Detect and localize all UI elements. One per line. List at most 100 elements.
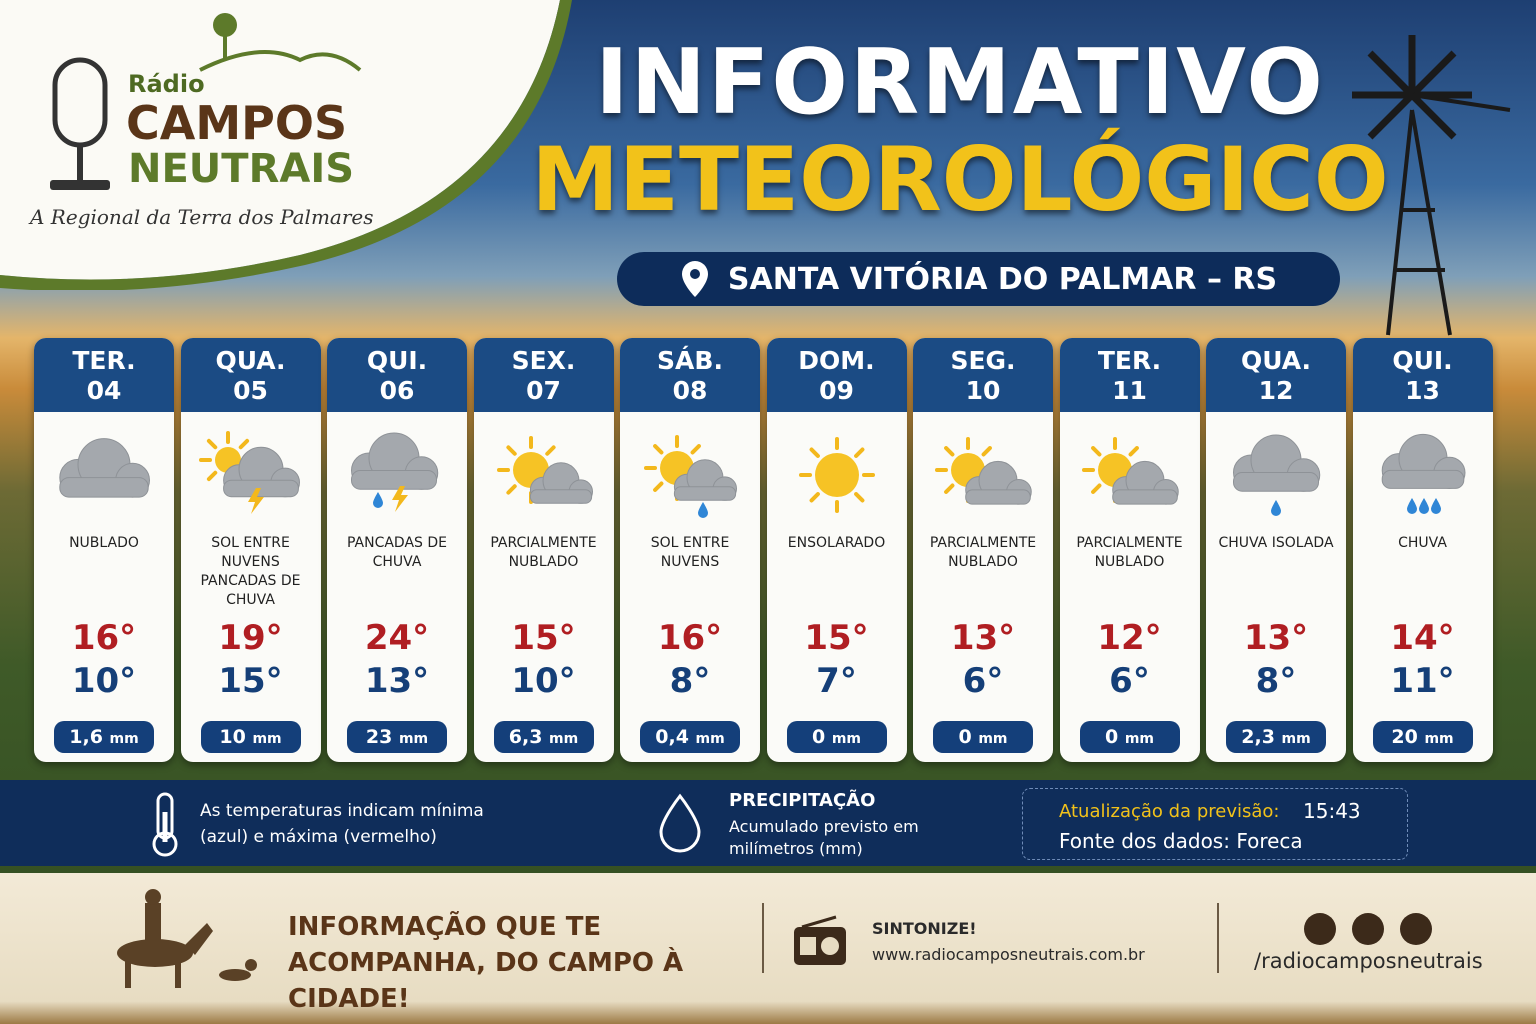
day: QUA. bbox=[215, 346, 286, 375]
title-line2: METEOROLÓGICO bbox=[531, 128, 1389, 231]
cloud bbox=[222, 446, 300, 498]
weather-icon bbox=[198, 431, 300, 514]
weather-icon bbox=[1233, 434, 1321, 516]
slogan: INFORMAÇÃO QUE TE ACOMPANHA, DO CAMPO À … bbox=[288, 912, 684, 1014]
card-header: TER. 04 bbox=[34, 338, 174, 412]
legend-band: As temperaturas indicam mínima (azul) e … bbox=[0, 780, 1536, 866]
date: 05 bbox=[233, 376, 268, 405]
precip: 0,4 bbox=[655, 726, 689, 748]
card-header: SÁB. 08 bbox=[620, 338, 760, 412]
cloud bbox=[351, 432, 439, 490]
condition: CHUVA bbox=[1398, 535, 1447, 551]
precip-unit: mm bbox=[252, 731, 282, 747]
social: /radiocamposneutrais bbox=[1254, 949, 1483, 973]
min-temp: 10° bbox=[511, 661, 576, 701]
logo-small: Rádio bbox=[128, 70, 205, 98]
day: QUI. bbox=[366, 346, 428, 375]
bolt bbox=[247, 488, 264, 514]
condition: PARCIALMENTE NUBLADO bbox=[929, 535, 1037, 570]
condition: ENSOLARADO bbox=[787, 535, 886, 551]
day-card: QUA. 12 CHUVA ISOLADA 13° 8° 2,3 mm bbox=[1206, 338, 1346, 762]
precip-pill: 0 mm bbox=[1079, 721, 1180, 753]
precip-pill: 20 mm bbox=[1372, 721, 1473, 753]
precip-unit: mm bbox=[1424, 731, 1454, 747]
precip-pill: 6,3 mm bbox=[493, 721, 594, 753]
sun bbox=[798, 437, 875, 513]
card-header: DOM. 09 bbox=[766, 338, 907, 412]
day-card: DOM. 09 ENSOLARADO 15° 7° 0 mm bbox=[766, 338, 907, 762]
precip: 0 bbox=[811, 726, 826, 748]
date: 13 bbox=[1405, 376, 1440, 405]
min-temp: 6° bbox=[1109, 661, 1150, 701]
precip-pill: 23 mm bbox=[347, 721, 447, 753]
condition: PANCADAS DE CHUVA bbox=[346, 535, 448, 570]
precip-unit: mm bbox=[549, 731, 579, 747]
max-temp: 24° bbox=[364, 618, 430, 658]
weather-icon bbox=[59, 438, 150, 498]
max-temp: 16° bbox=[71, 618, 137, 658]
date: 11 bbox=[1112, 376, 1147, 405]
precip: 23 bbox=[365, 726, 393, 748]
tune: SINTONIZE! bbox=[872, 919, 977, 938]
precip-unit: mm bbox=[109, 731, 139, 747]
condition: SOL ENTRE NUVENS bbox=[650, 535, 730, 570]
update-time: 15:43 bbox=[1303, 799, 1361, 823]
logo-name2: NEUTRAIS bbox=[128, 146, 355, 192]
min-temp: 10° bbox=[71, 661, 137, 701]
cloud bbox=[1233, 434, 1321, 492]
precip-unit: mm bbox=[831, 731, 862, 747]
date: 09 bbox=[819, 376, 854, 405]
update-box: Atualização da previsão: 15:43 Fonte dos… bbox=[1022, 788, 1408, 860]
precip: 0 bbox=[958, 726, 972, 748]
weather-icon bbox=[935, 437, 1032, 505]
windmill bbox=[1352, 35, 1511, 336]
min-temp: 8° bbox=[669, 661, 711, 701]
precip: 20 bbox=[1391, 726, 1418, 748]
site: www.radiocamposneutrais.com.br bbox=[872, 945, 1145, 964]
day: SEX. bbox=[511, 346, 576, 375]
condition: CHUVA ISOLADA bbox=[1218, 535, 1334, 551]
precip: 0 bbox=[1104, 726, 1119, 748]
precip-unit: mm bbox=[1124, 731, 1155, 747]
max-temp: 12° bbox=[1097, 618, 1162, 658]
precip-pill: 1,6 mm bbox=[54, 721, 154, 753]
weather-icon bbox=[1081, 437, 1179, 505]
hills bbox=[199, 50, 362, 72]
logo-tagline: A Regional da Terra dos Palmares bbox=[30, 205, 374, 229]
drop bbox=[1418, 498, 1429, 514]
weather-icon bbox=[798, 437, 875, 513]
precip-pill: 0 mm bbox=[933, 721, 1033, 753]
card-header: SEG. 10 bbox=[913, 338, 1053, 412]
min-temp: 8° bbox=[1255, 661, 1297, 701]
cloud bbox=[965, 460, 1032, 505]
precip-pill: 2,3 mm bbox=[1226, 721, 1326, 753]
day: SÁB. bbox=[657, 346, 723, 375]
precip-pill: 10 mm bbox=[200, 721, 301, 753]
precip-pill: 0,4 mm bbox=[640, 721, 740, 753]
day: TER. bbox=[1097, 346, 1162, 375]
pin-icon bbox=[681, 261, 708, 297]
date: 06 bbox=[379, 376, 415, 405]
precip-pill: 0 mm bbox=[786, 721, 887, 753]
card-header: TER. 11 bbox=[1059, 338, 1200, 412]
day-card: SEG. 10 PARCIALMENTE NUBLADO 13° 6° 0 mm bbox=[913, 338, 1053, 762]
precip-note: Acumulado previsto em milímetros (mm) bbox=[729, 817, 919, 858]
max-temp: 19° bbox=[218, 618, 283, 658]
rider-silhouette bbox=[117, 889, 257, 988]
day: DOM. bbox=[798, 346, 875, 375]
weather-icon bbox=[644, 435, 738, 518]
day-card: TER. 04 NUBLADO 16° 10° 1,6 mm bbox=[34, 338, 174, 762]
day: TER. bbox=[72, 346, 136, 375]
logo-name1: CAMPOS bbox=[126, 96, 348, 150]
cloud bbox=[673, 459, 738, 501]
weather-icon bbox=[351, 432, 439, 512]
precip-unit: mm bbox=[695, 731, 725, 747]
card-header: SEX. 07 bbox=[473, 338, 614, 412]
card-header: QUA. 05 bbox=[180, 338, 321, 412]
precip: 1,6 bbox=[69, 726, 103, 748]
min-temp: 11° bbox=[1390, 661, 1455, 701]
day: SEG. bbox=[950, 346, 1016, 375]
day-card: TER. 11 PARCIALMENTE NUBLADO 12° 6° 0 mm bbox=[1059, 338, 1200, 762]
max-temp: 15° bbox=[804, 618, 869, 658]
